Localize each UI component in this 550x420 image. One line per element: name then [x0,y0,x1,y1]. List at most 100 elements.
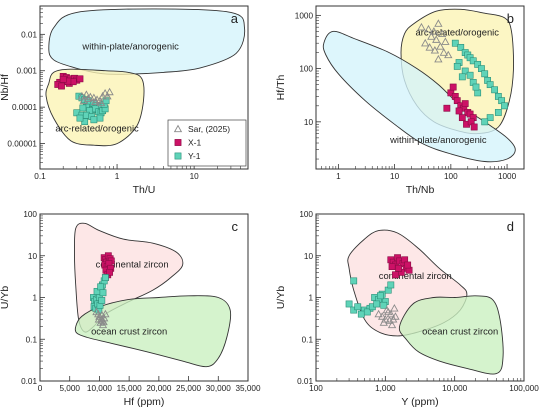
data-point-x1 [443,104,451,112]
legend-label-y1: Y-1 [188,151,201,161]
data-point-y1 [350,277,358,285]
data-point-y1 [81,118,89,126]
y-tick-label: 0.01 [297,377,313,386]
data-point-y1 [363,308,371,316]
x-axis-title: Th/Nb [406,184,435,196]
data-point-sar [430,46,440,54]
field-label-continental: continental zircon [96,258,169,269]
data-point-y1 [373,300,381,308]
data-point-sar [429,27,439,35]
panel-letter: c [232,219,239,234]
y-tick-label: 100 [23,210,37,219]
data-point-sar [94,315,103,323]
y-tick-label: 0.1 [26,335,38,344]
y-tick-label: 10 [304,118,314,127]
data-point-sar [390,304,399,312]
data-point-x1 [453,97,461,105]
x-tick-label: 10 [390,172,400,181]
data-point-sar [441,37,450,45]
data-point-x1 [76,75,84,83]
data-point-sar [427,32,436,40]
field-within_plate [322,30,516,163]
field-ocean [74,295,232,368]
data-point-sar [96,98,106,107]
y-tick-label: 0.00001 [7,140,37,149]
data-point-sar [434,19,443,27]
panel-letter: a [231,11,239,26]
series-x1 [54,72,84,90]
series-sar [77,87,114,107]
data-point-sar [387,320,397,329]
data-point-y1 [472,83,480,91]
field-within_plate [48,8,246,75]
field-label-ocean: ocean crust zircon [422,325,498,336]
data-point-sar [374,309,383,318]
y-tick-label: 0.01 [21,30,37,39]
data-point-sar [377,312,387,320]
data-point-sar [437,29,447,38]
data-point-sar [386,309,395,318]
chart-panel-d: continental zircon ocean crust zircon 100 1… [275,210,539,408]
data-point-y1 [494,109,502,116]
y-tick-label: 0.001 [17,67,38,76]
data-point-sar [101,309,110,318]
plot-frame [315,5,525,170]
legend-marker-x1 [174,139,182,146]
y-tick-label: 10 [28,252,38,261]
series-sar [374,304,400,329]
series-y1 [90,274,109,314]
data-point-y1 [357,310,365,318]
x-tick-label: 25,000 [176,384,201,393]
fields-layer [347,229,504,375]
y-tick-label: 0.01 [21,377,37,386]
data-point-y1 [101,274,109,281]
series-sar [92,307,110,329]
y-tick-label: 100 [299,210,313,219]
chart-panel-c: continental zircon ocean crust zircon 0 5,0… [0,210,261,408]
field-ocean [398,295,504,375]
field-label-within_plate: within-plate/anorogenic [81,40,179,51]
data-point-y1 [102,97,110,105]
data-point-x1 [388,263,396,270]
y-tick-label: 1000 [295,11,314,20]
data-point-x1 [470,123,478,131]
y-tick-label: 10 [304,252,314,261]
chart-panel-b: arc-related/orogenic within-plate/anoroge… [275,5,525,196]
legend-marker-sar [173,124,183,133]
x-tick-label: 0.1 [34,172,46,181]
x-tick-label: 1,000 [375,384,396,393]
x-tick-label: 100 [309,384,323,393]
series-y1 [345,277,395,318]
data-point-y1 [474,60,482,68]
x-tick-label: 10,000 [442,384,467,393]
data-point-y1 [501,102,508,110]
data-point-x1 [455,107,463,115]
data-point-y1 [474,89,482,97]
data-point-sar [79,96,88,104]
x-tick-label: 1000 [498,172,517,181]
data-point-y1 [466,71,474,79]
x-tick-label: 100,000 [509,384,539,393]
panel-letter: b [507,11,514,26]
panel-letter: d [507,219,514,234]
data-point-y1 [458,73,466,81]
x-tick-label: 1 [115,172,120,181]
y-tick-label: 100 [299,65,313,74]
data-point-y1 [98,297,106,304]
data-point-sar [83,94,93,102]
data-point-sar [379,318,388,326]
x-tick-label: 15,000 [117,384,142,393]
data-point-sar [424,24,433,33]
y-axis-title: U/Yb [0,286,11,310]
x-tick-label: 35,000 [235,384,260,393]
data-point-y1 [481,70,489,78]
field-label-ocean: ocean crust zircon [91,325,167,336]
y-tick-label: 0.0001 [12,103,37,112]
field-label-within_plate: within-plate/anorogenic [389,134,487,145]
data-point-x1 [106,268,113,276]
points-layer [54,72,114,126]
data-point-sar [382,305,391,314]
data-point-x1 [404,261,412,269]
data-point-y1 [380,301,388,309]
